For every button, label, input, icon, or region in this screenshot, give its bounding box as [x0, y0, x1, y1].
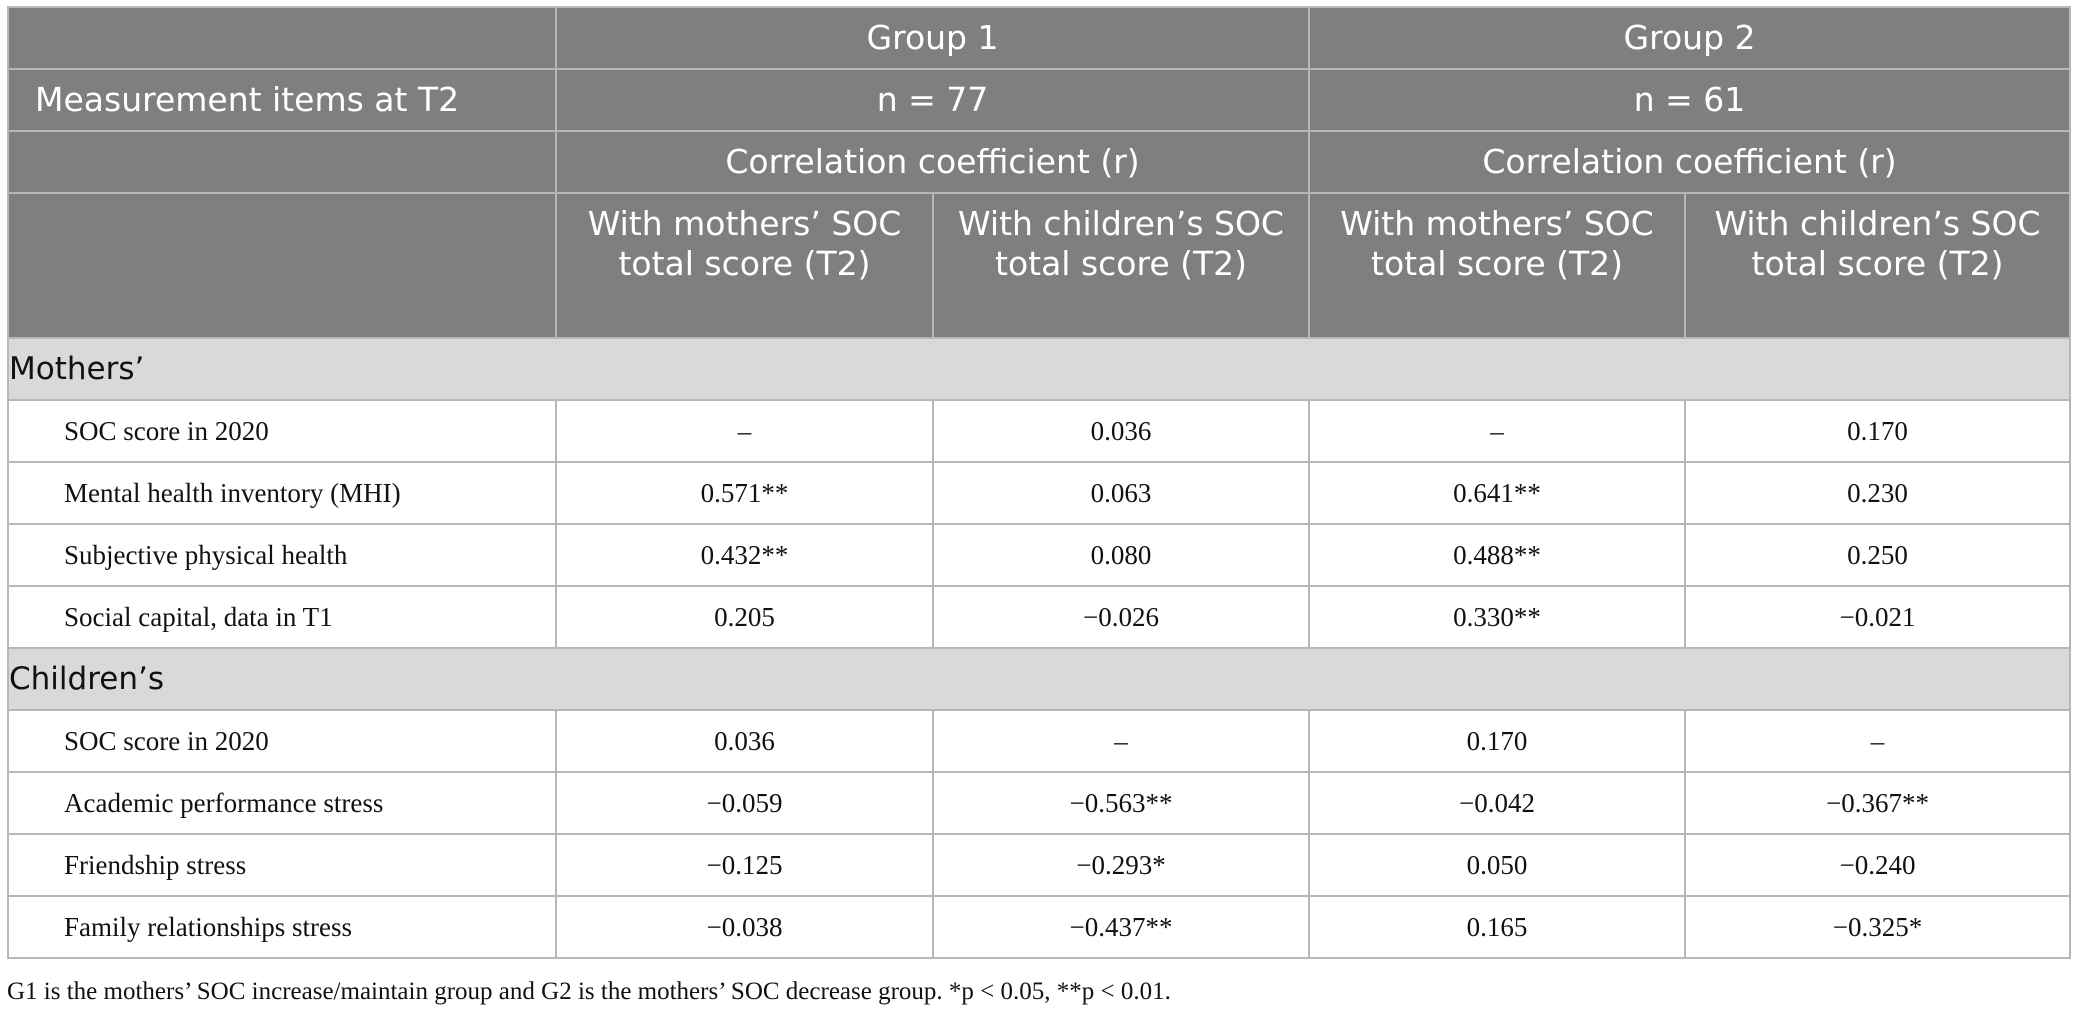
table-cell: –	[1308, 399, 1687, 463]
section-row-children: Children’s	[6, 647, 2072, 711]
table-cell: 0.488**	[1308, 523, 1687, 587]
column-header: With children’s SOC total score (T2)	[1684, 192, 2072, 339]
column-header: With mothers’ SOC total score (T2)	[1308, 192, 1687, 339]
header-empty-cell	[7, 192, 557, 339]
table-row: Academic performance stress −0.059 −0.56…	[7, 771, 2072, 835]
table-cell: 0.080	[931, 523, 1311, 587]
table-cell: 0.165	[1308, 895, 1687, 959]
table-cell: 0.036	[931, 399, 1311, 463]
group2-sample-size: n = 61	[1308, 68, 2072, 132]
section-row-mothers: Mothers’	[6, 337, 2072, 401]
table-cell: 0.170	[1684, 399, 2072, 463]
table-cell: −0.437**	[931, 895, 1311, 959]
table-row: SOC score in 2020 0.036 – 0.170 –	[7, 709, 2072, 773]
row-label: Friendship stress	[7, 833, 557, 897]
group2-correlation-header: Correlation coefficient (r)	[1308, 130, 2072, 194]
table-row: Friendship stress −0.125 −0.293* 0.050 −…	[7, 833, 2072, 897]
group1-correlation-header: Correlation coefficient (r)	[554, 130, 1311, 194]
table-cell: −0.026	[931, 585, 1311, 649]
table-row: SOC score in 2020 – 0.036 – 0.170	[7, 399, 2072, 463]
table-cell: −0.125	[555, 833, 934, 897]
table-cell: 0.432**	[555, 523, 934, 587]
table-cell: –	[555, 399, 934, 463]
table-cell: 0.050	[1308, 833, 1687, 897]
table-row: Subjective physical health 0.432** 0.080…	[7, 523, 2072, 587]
group1-header: Group 1	[554, 6, 1311, 70]
table-cell: −0.059	[555, 771, 934, 835]
table-cell: 0.641**	[1308, 461, 1687, 525]
table-row: Family relationships stress −0.038 −0.43…	[7, 895, 2072, 959]
table-cell: 0.571**	[555, 461, 934, 525]
table-cell: −0.021	[1684, 585, 2072, 649]
group2-header: Group 2	[1308, 6, 2072, 70]
row-label: Social capital, data in T1	[7, 585, 557, 649]
table-cell: 0.330**	[1308, 585, 1687, 649]
table-cell: −0.293*	[931, 833, 1311, 897]
table-cell: −0.240	[1684, 833, 2072, 897]
table-cell: −0.367**	[1684, 771, 2072, 835]
row-label: Family relationships stress	[7, 895, 557, 959]
header-empty-cell	[7, 6, 557, 70]
measurement-items-header: Measurement items at T2	[7, 68, 557, 132]
table-footnote: G1 is the mothers’ SOC increase/maintain…	[7, 978, 1171, 1005]
header-empty-cell	[7, 130, 557, 194]
table-cell: −0.042	[1308, 771, 1687, 835]
table-cell: 0.205	[555, 585, 934, 649]
row-label: Academic performance stress	[7, 771, 557, 835]
table-row: Social capital, data in T1 0.205 −0.026 …	[7, 585, 2072, 649]
table-header: Group 1 Group 2 Measurement items at T2 …	[7, 6, 2072, 339]
column-header: With mothers’ SOC total score (T2)	[555, 192, 934, 339]
section-title: Children’s	[6, 647, 2072, 711]
table-cell: 0.036	[555, 709, 934, 773]
table-cell: 0.250	[1684, 523, 2072, 587]
table-cell: –	[1684, 709, 2072, 773]
row-label: Mental health inventory (MHI)	[7, 461, 557, 525]
table-cell: 0.063	[931, 461, 1311, 525]
table-cell: −0.563**	[931, 771, 1311, 835]
group1-sample-size: n = 77	[554, 68, 1311, 132]
row-label: SOC score in 2020	[7, 709, 557, 773]
section-title: Mothers’	[6, 337, 2072, 401]
correlation-table: Group 1 Group 2 Measurement items at T2 …	[6, 6, 2072, 959]
table-cell: −0.325*	[1684, 895, 2072, 959]
table-row: Mental health inventory (MHI) 0.571** 0.…	[7, 461, 2072, 525]
table-cell: 0.170	[1308, 709, 1687, 773]
row-label: SOC score in 2020	[7, 399, 557, 463]
row-label: Subjective physical health	[7, 523, 557, 587]
table-cell: 0.230	[1684, 461, 2072, 525]
table-cell: –	[931, 709, 1311, 773]
table-cell: −0.038	[555, 895, 934, 959]
column-header: With children’s SOC total score (T2)	[931, 192, 1311, 339]
